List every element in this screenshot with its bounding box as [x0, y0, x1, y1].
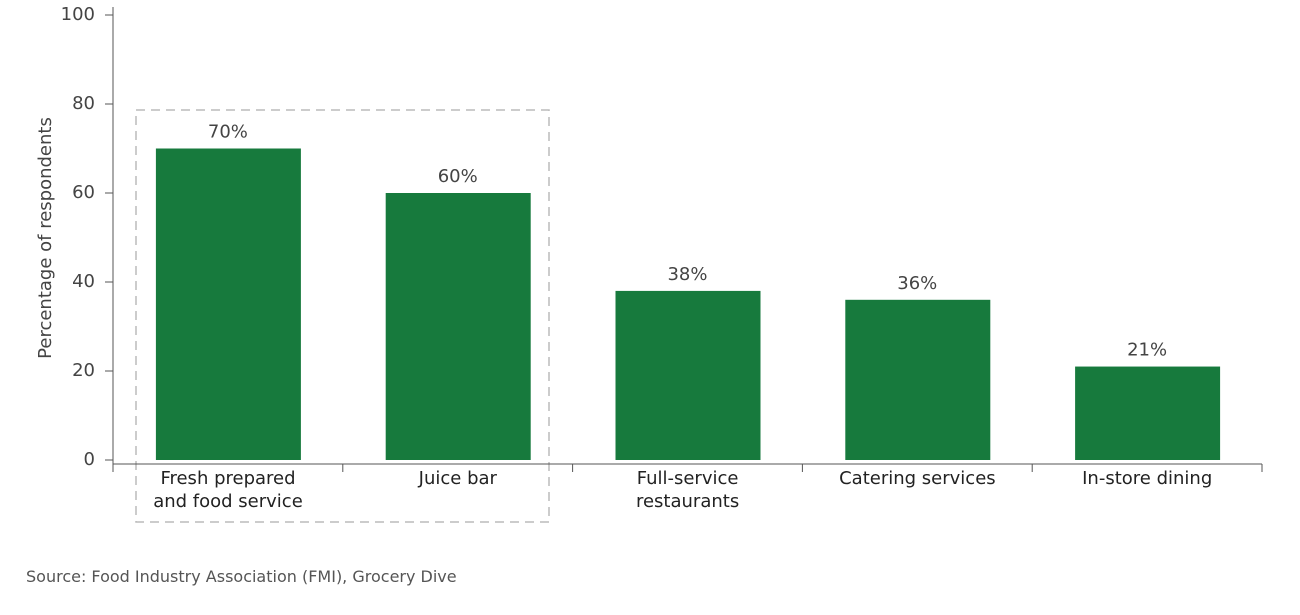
y-tick-label: 60: [72, 182, 95, 203]
y-tick-label: 40: [72, 271, 95, 292]
bar: [845, 299, 991, 460]
value-label: 38%: [667, 264, 707, 285]
x-tick-label: In-store dining: [1082, 468, 1213, 489]
x-tick-label: Juice bar: [418, 468, 497, 489]
bar: [385, 193, 531, 460]
source-note: Source: Food Industry Association (FMI),…: [26, 567, 457, 586]
x-tick-label: Catering services: [839, 468, 996, 489]
value-label: 36%: [897, 273, 937, 294]
highlight-box: [135, 109, 550, 523]
x-tick-label: Fresh prepared and food service: [153, 468, 303, 512]
x-tick-label: Full-service restaurants: [635, 468, 740, 512]
bar: [615, 290, 761, 460]
y-tick-label: 20: [72, 360, 95, 381]
y-tick-label: 100: [61, 4, 95, 25]
value-label: 60%: [438, 166, 478, 187]
value-label: 70%: [208, 122, 248, 143]
value-label: 21%: [1127, 340, 1167, 361]
y-tick-label: 0: [84, 449, 95, 470]
y-tick-label: 80: [72, 93, 95, 114]
bar: [1075, 366, 1221, 460]
y-axis-label: Percentage of respondents: [35, 117, 56, 359]
bar: [155, 148, 301, 460]
